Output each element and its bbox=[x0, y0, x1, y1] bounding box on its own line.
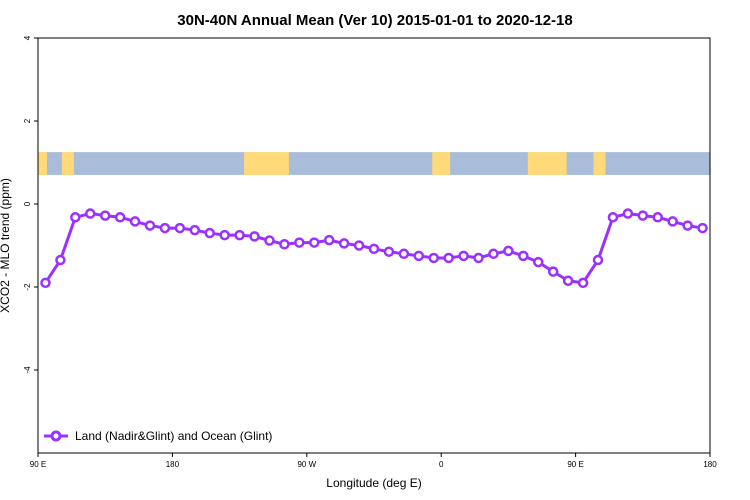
land-band bbox=[38, 152, 47, 175]
data-point bbox=[204, 227, 215, 239]
data-point bbox=[85, 208, 96, 219]
data-point bbox=[368, 243, 380, 255]
data-point bbox=[114, 212, 126, 223]
data-point bbox=[488, 248, 499, 260]
data-point bbox=[637, 210, 649, 221]
land-band bbox=[593, 152, 606, 175]
data-point bbox=[443, 252, 454, 264]
data-point bbox=[70, 212, 81, 223]
data-point bbox=[398, 248, 410, 260]
data-point bbox=[622, 208, 634, 219]
land-ocean-strip bbox=[38, 152, 710, 175]
x-tick-label: 90 E bbox=[30, 460, 46, 469]
x-tick-label: 180 bbox=[166, 460, 180, 469]
data-point bbox=[518, 250, 529, 262]
plot-frame bbox=[37, 37, 711, 454]
data-point bbox=[294, 237, 305, 248]
y-axis-label: XCO2 - MLO trend (ppm) bbox=[0, 178, 12, 313]
data-point bbox=[174, 222, 186, 234]
data-point bbox=[458, 250, 469, 262]
data-point bbox=[428, 252, 439, 264]
data-point bbox=[159, 222, 171, 234]
data-point bbox=[592, 254, 604, 266]
data-point bbox=[144, 220, 156, 231]
data-point bbox=[697, 222, 708, 234]
data-point bbox=[562, 275, 574, 287]
x-tick-label: 90 W bbox=[297, 460, 316, 469]
y-axis: 4 2 0 -2 -4 bbox=[23, 35, 38, 374]
y-tick-label: -2 bbox=[23, 283, 32, 291]
data-point bbox=[413, 250, 425, 262]
chart-title: 30N-40N Annual Mean (Ver 10) 2015-01-01 … bbox=[177, 12, 572, 29]
data-point bbox=[264, 235, 275, 246]
ocean-band bbox=[38, 152, 710, 175]
land-band bbox=[527, 152, 567, 175]
data-point bbox=[129, 216, 141, 227]
series-land-ocean bbox=[40, 208, 708, 289]
land-band bbox=[244, 152, 289, 175]
data-point bbox=[353, 240, 365, 251]
y-tick-label: 0 bbox=[23, 201, 32, 206]
x-axis-label: Longitude (deg E) bbox=[326, 476, 421, 490]
data-point bbox=[309, 237, 320, 248]
data-point bbox=[473, 252, 484, 264]
legend-marker bbox=[50, 430, 62, 442]
y-tick-label: 2 bbox=[23, 118, 32, 123]
data-point bbox=[682, 220, 693, 231]
land-band bbox=[432, 152, 451, 175]
data-point bbox=[533, 256, 544, 268]
land-band bbox=[61, 152, 74, 175]
data-point bbox=[547, 266, 559, 277]
data-point bbox=[189, 224, 201, 236]
data-point bbox=[55, 254, 66, 266]
x-tick-label: 180 bbox=[703, 460, 717, 469]
y-tick-label: 4 bbox=[23, 35, 32, 40]
data-point bbox=[249, 231, 260, 242]
data-point bbox=[383, 246, 395, 257]
data-point bbox=[40, 277, 51, 289]
data-point bbox=[652, 212, 663, 223]
data-point bbox=[219, 229, 230, 241]
data-point bbox=[577, 277, 589, 289]
y-tick-label: -4 bbox=[23, 366, 32, 374]
legend-label: Land (Nadir&Glint) and Ocean (Glint) bbox=[75, 429, 272, 443]
x-tick-label: 0 bbox=[439, 460, 444, 469]
data-point bbox=[279, 239, 290, 250]
x-axis: 90 E 180 90 W 0 90 E 180 bbox=[30, 453, 717, 469]
data-point bbox=[99, 210, 111, 221]
data-point bbox=[323, 234, 335, 246]
data-point bbox=[338, 238, 350, 249]
x-tick-label: 90 E bbox=[567, 460, 583, 469]
legend: Land (Nadir&Glint) and Ocean (Glint) bbox=[44, 429, 272, 443]
data-point bbox=[607, 212, 619, 223]
data-point bbox=[234, 229, 245, 241]
data-point bbox=[667, 216, 678, 227]
data-point bbox=[503, 245, 514, 257]
